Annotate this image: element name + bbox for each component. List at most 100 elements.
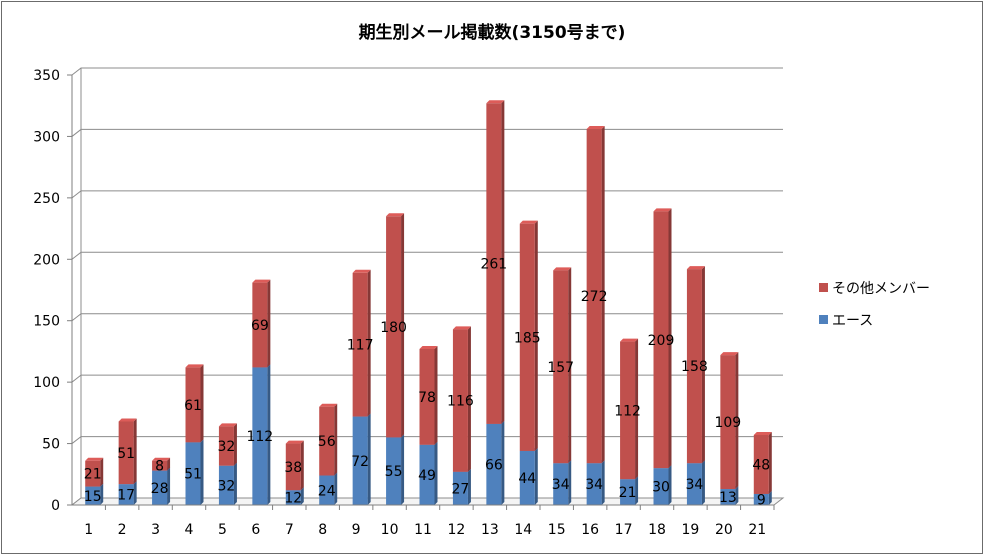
bar-side <box>233 462 237 505</box>
data-label: 34 <box>585 477 603 493</box>
data-label: 34 <box>686 477 704 493</box>
bar-side <box>233 423 237 466</box>
bar-front <box>553 463 569 505</box>
y-tick-label: 300 <box>33 129 60 145</box>
data-label: 44 <box>518 471 536 487</box>
bar-segment <box>252 279 271 368</box>
bar-front <box>319 406 335 476</box>
legend-label-ace: エース <box>832 313 873 329</box>
x-tick-label: 21 <box>748 522 766 538</box>
bar-side <box>668 208 672 469</box>
data-label: 12 <box>284 491 302 507</box>
bar-side <box>200 439 204 505</box>
bar-top <box>553 267 572 271</box>
bar-front <box>152 460 168 471</box>
bar-segment <box>319 403 338 476</box>
data-label: 109 <box>714 415 741 431</box>
data-label: 112 <box>246 429 273 445</box>
bar-top <box>486 100 505 104</box>
x-tick-label: 15 <box>548 522 566 538</box>
gridline <box>71 436 783 444</box>
bar-segment <box>352 269 371 417</box>
x-tick-label: 5 <box>218 522 227 538</box>
bar-front <box>218 426 234 466</box>
data-label: 8 <box>155 459 164 475</box>
bar-front <box>753 434 769 494</box>
bar-segment <box>85 457 104 487</box>
bar-side <box>100 483 104 505</box>
legend-label-others: その他メンバー <box>832 281 930 297</box>
y-tick-label: 50 <box>42 437 60 453</box>
data-label: 9 <box>757 492 766 508</box>
y-tick-label: 100 <box>33 375 60 391</box>
data-label: 48 <box>752 457 770 473</box>
bar-top <box>85 457 104 461</box>
bar-side <box>467 468 471 505</box>
x-tick-label: 19 <box>682 522 700 538</box>
bar-top <box>218 423 237 427</box>
bar-front <box>285 443 301 491</box>
bar-front <box>185 367 201 443</box>
bar-front <box>218 465 234 505</box>
bar-side <box>367 269 371 417</box>
bar-segment <box>620 338 639 480</box>
x-tick-label: 14 <box>514 522 532 538</box>
bar-side <box>401 213 405 438</box>
bar-top <box>720 352 739 356</box>
bar-front <box>653 468 669 505</box>
data-label: 112 <box>614 403 641 419</box>
y-axis: 0 50 100 150 200 250 300 350 <box>33 68 73 514</box>
x-tick-label: 4 <box>185 522 194 538</box>
bar-front <box>352 272 368 417</box>
gridline <box>71 251 783 260</box>
data-label: 51 <box>184 467 202 483</box>
bar-top <box>152 457 171 461</box>
bar-segment <box>553 267 572 464</box>
bar-front <box>118 484 134 505</box>
bar-front <box>686 269 702 464</box>
bar-segment <box>118 418 137 485</box>
bar-segment <box>419 345 438 445</box>
data-label: 13 <box>719 490 737 506</box>
bar-side <box>701 266 705 464</box>
bar-front <box>118 421 134 485</box>
bar-side <box>434 441 438 505</box>
data-label: 72 <box>351 454 369 470</box>
bar-side <box>133 481 137 505</box>
bar-side <box>701 460 705 505</box>
data-label: 185 <box>514 330 541 346</box>
bar-segment <box>185 364 204 443</box>
bar-side <box>568 267 572 464</box>
x-tick-label: 6 <box>251 522 260 538</box>
bar-front <box>85 460 101 487</box>
bar-top <box>285 440 304 444</box>
bar-front <box>486 103 502 424</box>
x-tick-label: 20 <box>715 522 733 538</box>
gridline <box>71 313 783 322</box>
bar-front <box>452 471 468 505</box>
bar-side <box>267 279 271 368</box>
bar-side <box>200 364 204 443</box>
x-axis: 1 2 3 4 5 6 7 8 9 10 11 12 13 14 15 16 17 18 19 20 21 <box>72 504 775 538</box>
bar-front <box>285 490 301 505</box>
bar-front <box>720 489 736 505</box>
bar-front <box>620 479 636 505</box>
data-label: 78 <box>418 390 436 406</box>
bar-top <box>586 126 605 130</box>
bar-side <box>534 447 538 505</box>
bar-side <box>334 403 338 476</box>
bar-side <box>334 472 338 505</box>
data-label: 69 <box>251 318 269 334</box>
data-label: 116 <box>447 394 474 410</box>
bar-top <box>352 269 371 273</box>
x-tick-label: 2 <box>118 522 127 538</box>
bar-segment <box>753 431 772 494</box>
bar-top <box>118 418 137 422</box>
bar-segment <box>452 326 471 472</box>
bar-segment <box>519 220 538 451</box>
data-label: 56 <box>318 434 336 450</box>
legend-swatch-ace <box>819 315 828 324</box>
data-label: 180 <box>380 320 407 336</box>
bar-segment <box>218 423 237 466</box>
bar-front <box>152 470 168 505</box>
